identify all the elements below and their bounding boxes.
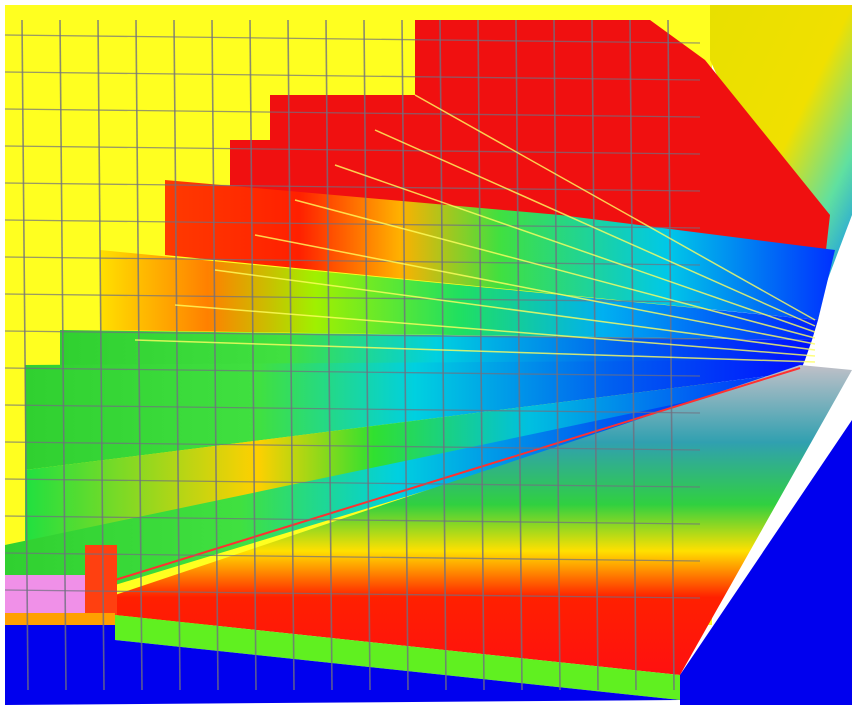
mesh-line	[414, 94, 816, 321]
mesh-line	[254, 234, 816, 345]
mesh-line	[287, 19, 295, 691]
mesh-line	[211, 19, 219, 691]
mesh-line	[4, 441, 701, 451]
mesh-line	[515, 19, 523, 691]
blue-floor	[680, 420, 852, 705]
band	[100, 250, 818, 340]
mesh-line	[553, 19, 561, 691]
mesh-line	[4, 256, 701, 266]
mesh-line	[439, 19, 447, 691]
mesh-line	[4, 34, 701, 44]
orange-block	[85, 545, 117, 615]
mesh-line	[4, 404, 701, 414]
mesh-line	[4, 552, 701, 562]
mesh-line	[294, 199, 816, 339]
mesh-line	[4, 515, 701, 525]
mesh-line	[4, 367, 701, 377]
mesh-line	[135, 19, 143, 691]
pink-block	[5, 575, 85, 615]
band	[25, 360, 805, 470]
mesh-line	[363, 19, 371, 691]
mesh-line	[4, 145, 701, 155]
mesh-line	[4, 108, 701, 118]
mesh-line	[629, 19, 637, 691]
red-line	[114, 367, 801, 581]
mesh-line	[4, 219, 701, 229]
mesh-line	[4, 589, 701, 599]
mesh-line	[214, 269, 816, 351]
mesh-line	[173, 19, 181, 691]
mesh-line	[249, 19, 257, 691]
mesh-line	[401, 19, 409, 691]
mesh-line	[374, 129, 816, 327]
band	[165, 180, 835, 320]
mesh-line	[59, 19, 67, 691]
mesh-grid	[4, 19, 816, 691]
mesh-line	[174, 304, 816, 357]
mesh-line	[334, 164, 816, 333]
mesh-line	[21, 19, 29, 691]
mesh-line	[134, 339, 816, 363]
mesh-line	[4, 478, 701, 488]
mesh-line	[4, 293, 701, 303]
mesh-line	[97, 19, 105, 691]
bottom-floor	[5, 625, 680, 705]
mesh-line	[325, 19, 333, 691]
mesh-line	[667, 19, 675, 691]
edge-strip	[5, 613, 115, 625]
mesh-line	[4, 71, 701, 81]
